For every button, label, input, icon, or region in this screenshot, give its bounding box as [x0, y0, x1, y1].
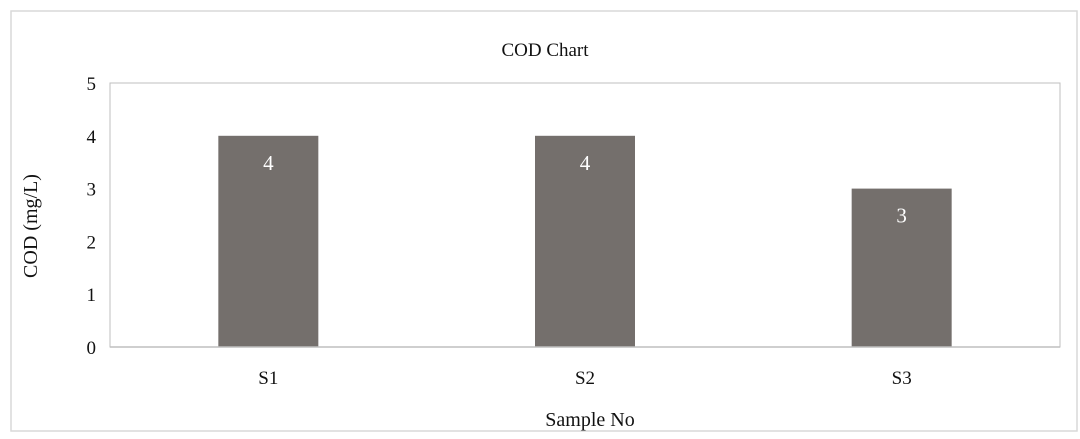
y-tick-label: 1	[87, 285, 97, 306]
bar-s2	[535, 135, 635, 347]
x-tick-label: S1	[258, 368, 278, 389]
y-tick-label: 3	[87, 180, 97, 201]
data-label-s2: 4	[580, 151, 591, 175]
data-label-s3: 3	[896, 204, 907, 228]
bar-s3	[851, 188, 952, 347]
bar-s1	[218, 135, 319, 347]
bars-group	[218, 135, 952, 347]
y-axis-label: COD (mg/L)	[20, 174, 42, 278]
y-tick-label: 2	[87, 232, 97, 253]
y-tick-label: 5	[87, 74, 97, 95]
x-axis-ticks: S1 S2 S3	[258, 368, 911, 389]
y-axis-ticks: 0 1 2 3 4 5	[87, 74, 97, 359]
chart-title: COD Chart	[501, 40, 589, 61]
x-axis-label: Sample No	[545, 409, 634, 431]
data-label-s1: 4	[263, 151, 274, 175]
y-tick-label: 0	[87, 338, 97, 359]
y-tick-label: 4	[87, 127, 97, 148]
data-labels-group: 4 4 3	[263, 151, 907, 228]
x-tick-label: S3	[892, 368, 912, 389]
x-tick-label: S2	[575, 368, 595, 389]
